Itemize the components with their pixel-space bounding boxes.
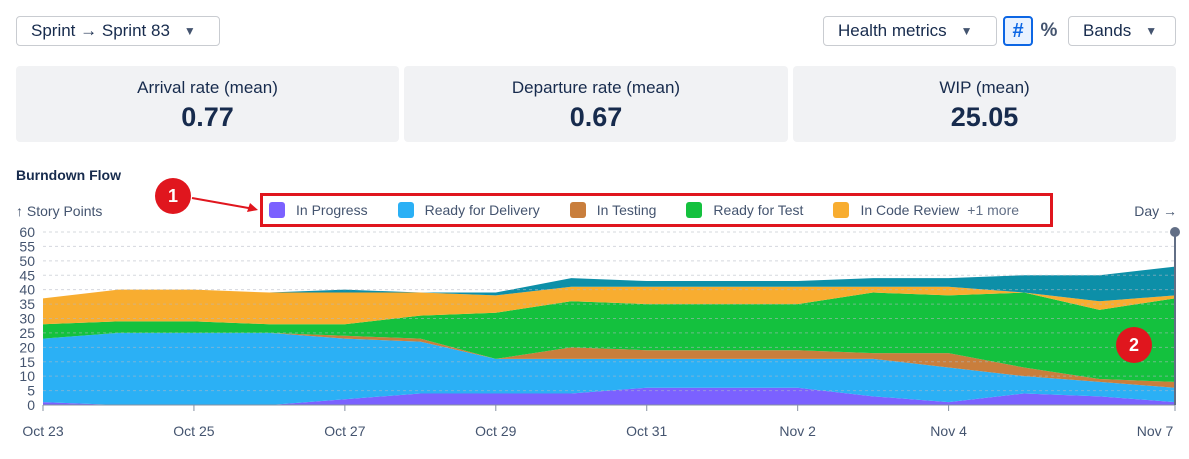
y-axis-label: ↑ Story Points: [16, 203, 103, 219]
legend-item-in-code-review[interactable]: In Code Review: [833, 202, 959, 218]
y-tick-label: 30: [19, 311, 35, 327]
count-mode-button[interactable]: #: [1003, 16, 1033, 46]
area-ready-for-test: [43, 292, 1175, 382]
sprint-selector-label: Sprint → Sprint 83: [31, 21, 170, 40]
metric-value: 0.67: [569, 102, 623, 132]
departure-rate-card: Departure rate (mean) 0.67: [404, 66, 788, 142]
x-tick-label: Oct 27: [324, 423, 365, 439]
wip-card: WIP (mean) 25.05: [793, 66, 1176, 142]
legend-label: Ready for Test: [713, 202, 804, 218]
y-tick-label: 25: [19, 325, 35, 341]
x-tick-label: Oct 31: [626, 423, 667, 439]
x-tick-label: Oct 23: [22, 423, 63, 439]
legend-more-link[interactable]: +1 more: [967, 202, 1020, 218]
x-tick-label: Oct 25: [173, 423, 214, 439]
annotation-marker-1: 1: [155, 178, 191, 214]
legend-item-in-testing[interactable]: In Testing: [569, 202, 657, 218]
y-tick-label: 40: [19, 282, 35, 298]
legend-item-ready-for-delivery[interactable]: Ready for Delivery: [397, 202, 540, 218]
metric-label: Departure rate (mean): [511, 78, 681, 97]
health-metrics-dropdown[interactable]: Health metrics ▼: [823, 16, 997, 46]
legend-label: In Code Review: [860, 202, 960, 218]
chart-legend: In Progress Ready for Delivery In Testin…: [260, 193, 1053, 227]
metric-value: 0.77: [181, 102, 234, 132]
legend-label: In Progress: [296, 202, 368, 218]
x-tick-label: Oct 29: [475, 423, 516, 439]
y-tick-label: 60: [19, 224, 35, 240]
metric-label: WIP (mean): [939, 78, 1030, 97]
bands-label: Bands: [1083, 21, 1132, 40]
x-axis-label: Day →: [1134, 203, 1177, 219]
area-ready-for-delivery: [43, 332, 1175, 405]
area-in-code-review: [43, 286, 1175, 325]
metric-value: 25.05: [950, 102, 1019, 132]
legend-item-in-progress[interactable]: In Progress: [269, 202, 368, 218]
y-tick-label: 10: [19, 368, 35, 384]
y-tick-label: 15: [19, 354, 35, 370]
legend-swatch: [569, 202, 586, 218]
x-tick-label: Nov 4: [930, 423, 967, 439]
chevron-down-icon: ▼: [183, 24, 196, 38]
legend-label: Ready for Delivery: [424, 202, 540, 218]
percent-mode-button[interactable]: %: [1040, 20, 1058, 41]
area-other: [43, 266, 1175, 302]
annotation-arrowhead: [247, 203, 258, 212]
y-tick-label: 0: [27, 397, 35, 413]
y-tick-label: 35: [19, 296, 35, 312]
bands-dropdown[interactable]: Bands ▼: [1068, 16, 1176, 46]
legend-item-ready-for-test[interactable]: Ready for Test: [686, 202, 803, 218]
y-tick-label: 20: [19, 339, 35, 355]
x-tick-label: Nov 2: [779, 423, 816, 439]
area-in-progress: [43, 387, 1175, 405]
legend-swatch: [269, 202, 285, 218]
y-tick-label: 5: [27, 383, 35, 399]
chart-title: Burndown Flow: [16, 167, 121, 183]
legend-swatch: [686, 202, 703, 218]
metric-label: Arrival rate (mean): [137, 78, 278, 97]
legend-swatch: [833, 202, 850, 218]
y-tick-label: 50: [19, 253, 35, 269]
chevron-down-icon: ▼: [1145, 24, 1158, 38]
x-tick-label: Nov 7: [1137, 423, 1174, 439]
legend-label: In Testing: [596, 202, 657, 218]
health-metrics-label: Health metrics: [838, 21, 947, 40]
sprint-selector[interactable]: Sprint → Sprint 83 ▼: [16, 16, 220, 46]
y-tick-label: 55: [19, 238, 35, 254]
current-day-handle: [1170, 227, 1180, 237]
legend-swatch: [397, 202, 414, 218]
y-tick-label: 45: [19, 267, 35, 283]
annotation-arrow: [191, 197, 255, 210]
area-in-testing: [43, 332, 1175, 388]
chevron-down-icon: ▼: [960, 24, 973, 38]
annotation-marker-2: 2: [1116, 327, 1152, 363]
arrival-rate-card: Arrival rate (mean) 0.77: [16, 66, 399, 142]
